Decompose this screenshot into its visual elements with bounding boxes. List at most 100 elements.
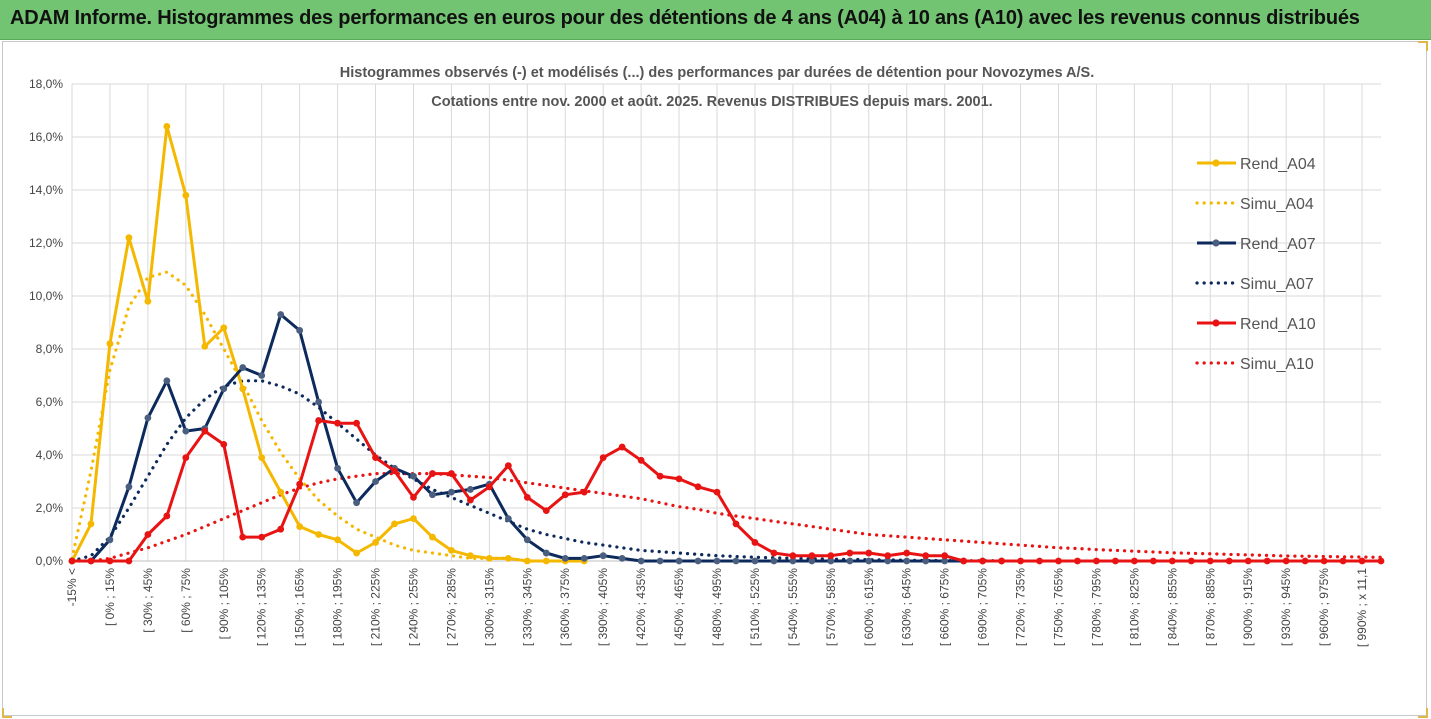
- data-point-rend-a07: [466, 486, 474, 493]
- y-tick-label: 16,0%: [29, 130, 63, 144]
- data-point-rend-a10: [941, 552, 949, 560]
- y-tick-label: 2,0%: [36, 501, 64, 515]
- data-point-rend-a07: [277, 311, 285, 318]
- data-point-rend-a10: [125, 557, 133, 565]
- data-point-rend-a07: [884, 557, 892, 565]
- legend-label-rend-a10: Rend_A10: [1240, 316, 1316, 333]
- data-point-rend-a07: [258, 372, 266, 379]
- data-point-rend-a10: [1017, 557, 1024, 565]
- x-tick-label: [ 630% ; 645%: [900, 568, 914, 646]
- x-tick-label: [ 780% ; 795%: [1089, 568, 1103, 646]
- y-tick-label: 6,0%: [36, 395, 64, 409]
- x-tick-label: [ 270% ; 285%: [444, 568, 458, 646]
- data-point-rend-a10: [903, 549, 911, 557]
- x-tick-label: [ 900% ; 915%: [1241, 568, 1255, 646]
- x-tick-label: [ 330% ; 345%: [520, 568, 534, 646]
- data-point-rend-a04: [125, 234, 133, 242]
- legend-label-rend-a04: Rend_A04: [1240, 156, 1316, 173]
- data-point-rend-a07: [808, 557, 816, 565]
- data-point-rend-a04: [220, 324, 228, 332]
- y-tick-label: 12,0%: [29, 236, 63, 250]
- data-point-rend-a10: [1282, 557, 1290, 565]
- data-point-rend-a04: [144, 297, 152, 305]
- data-point-rend-a07: [372, 478, 379, 485]
- data-point-rend-a07: [713, 557, 721, 565]
- data-point-rend-a07: [599, 552, 607, 560]
- data-point-rend-a07: [410, 472, 417, 480]
- data-point-rend-a10: [1339, 557, 1347, 565]
- data-point-rend-a07: [106, 536, 114, 544]
- data-point-rend-a07: [827, 557, 835, 565]
- y-tick-label: 14,0%: [29, 183, 63, 197]
- y-tick-label: 10,0%: [29, 289, 63, 303]
- data-point-rend-a10: [68, 557, 76, 565]
- x-tick-label: [ 930% ; 945%: [1279, 568, 1293, 646]
- data-point-rend-a10: [599, 454, 607, 462]
- data-point-rend-a07: [315, 398, 323, 406]
- data-point-rend-a07: [504, 515, 512, 522]
- data-point-rend-a04: [466, 552, 474, 560]
- legend-label-rend-a07: Rend_A07: [1240, 236, 1316, 253]
- x-tick-label: [ 870% ; 885%: [1203, 568, 1217, 646]
- chart-legend: Rend_A04 Simu_A04 Rend_A07 Simu_A07 Rend_A10…: [1195, 156, 1316, 373]
- data-point-rend-a10: [1149, 557, 1157, 565]
- x-tick-label: [ 30% ; 45%: [141, 568, 155, 633]
- chart-subtitle: Cotations entre nov. 2000 et août. 2025.…: [431, 94, 992, 110]
- data-point-rend-a10: [732, 520, 740, 528]
- data-point-rend-a10: [789, 552, 797, 560]
- data-point-rend-a10: [542, 507, 550, 515]
- data-point-rend-a04: [106, 340, 114, 348]
- data-point-rend-a10: [694, 483, 702, 491]
- data-point-rend-a10: [1244, 557, 1252, 565]
- data-point-rend-a10: [504, 462, 512, 469]
- x-tick-label: [ 300% ; 315%: [482, 568, 496, 646]
- data-point-rend-a04: [523, 557, 531, 565]
- data-point-rend-a07: [618, 554, 626, 562]
- x-tick-label: [ 750% ; 765%: [1051, 568, 1065, 646]
- data-point-rend-a04: [277, 488, 285, 496]
- data-point-rend-a10: [1206, 557, 1214, 565]
- legend-marker-rend-a07: [1212, 239, 1220, 247]
- data-point-rend-a10: [466, 496, 474, 504]
- data-point-rend-a10: [277, 525, 285, 533]
- data-point-rend-a07: [903, 557, 911, 565]
- data-point-rend-a10: [751, 539, 759, 546]
- data-point-rend-a04: [485, 554, 493, 562]
- data-point-rend-a04: [504, 554, 512, 562]
- data-point-rend-a07: [789, 557, 797, 565]
- x-tick-label: [ 180% ; 195%: [331, 568, 345, 646]
- data-point-rend-a10: [1074, 557, 1081, 565]
- data-point-rend-a07: [542, 549, 550, 557]
- data-point-rend-a10: [1263, 557, 1271, 565]
- legend-marker-rend-a04: [1212, 159, 1220, 167]
- x-tick-label: [ 0% ; 15%: [103, 568, 117, 626]
- data-point-rend-a10: [1130, 557, 1138, 565]
- y-tick-label: 0,0%: [36, 554, 64, 568]
- series-line-rend-a07: [72, 313, 1002, 563]
- y-tick-label: 4,0%: [36, 448, 64, 462]
- series-line-rend-a04: [70, 124, 585, 563]
- data-point-rend-a10: [296, 480, 304, 488]
- y-tick-label: 8,0%: [36, 342, 64, 356]
- data-point-rend-a07: [694, 557, 702, 565]
- x-tick-label: [ 990% ; x 11,1: [1355, 568, 1369, 647]
- legend-label-simu-a04: Simu_A04: [1240, 196, 1314, 213]
- data-point-rend-a10: [182, 454, 190, 462]
- series-line-rend-a10: [72, 419, 1381, 563]
- data-point-rend-a04: [353, 549, 360, 557]
- data-point-rend-a10: [239, 533, 247, 541]
- data-point-rend-a10: [1358, 557, 1366, 565]
- data-point-rend-a10: [1225, 557, 1233, 565]
- data-point-rend-a10: [353, 419, 360, 427]
- chart-title: Histogrammes observés (-) et modélisés (…: [340, 65, 1094, 81]
- x-tick-label: [ 210% ; 225%: [369, 568, 383, 646]
- data-point-rend-a07: [732, 557, 740, 565]
- data-point-rend-a10: [144, 531, 152, 538]
- data-point-rend-a10: [163, 512, 171, 520]
- x-tick-label: [ 120% ; 135%: [255, 568, 269, 646]
- data-point-rend-a10: [201, 427, 209, 435]
- data-point-rend-a04: [410, 515, 417, 522]
- data-point-rend-a10: [618, 443, 626, 451]
- data-point-rend-a10: [884, 552, 892, 560]
